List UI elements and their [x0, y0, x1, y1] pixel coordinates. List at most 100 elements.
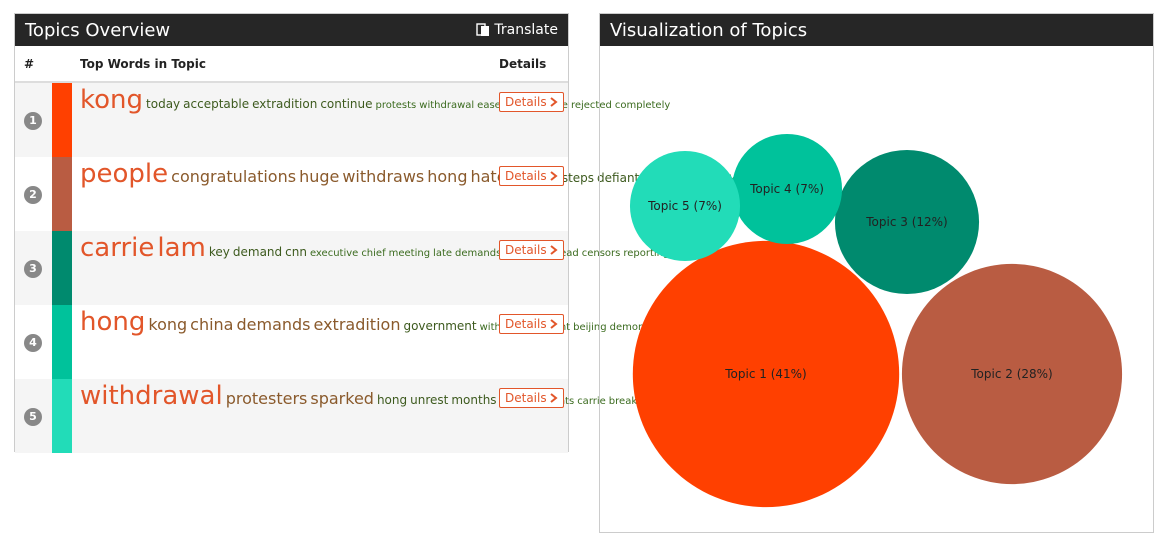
page: Topics Overview Translate # Top Words in…: [14, 13, 1154, 533]
topic-color: [52, 83, 72, 157]
topic-word: hong: [80, 307, 146, 337]
topic-number: 5: [24, 408, 42, 426]
topic-words: carrie lam key demand cnn executive chief meeti…: [80, 235, 669, 265]
topic-word: meeting: [388, 248, 431, 259]
topic-word: demands: [236, 315, 311, 334]
bubble-label: Topic 4 (7%): [749, 182, 824, 196]
bubble-label: Topic 3 (12%): [865, 215, 947, 229]
topic-word: steps: [561, 171, 595, 185]
topic-word: china: [190, 315, 234, 334]
bubble[interactable]: [632, 240, 900, 508]
panel-header: Visualization of Topics: [600, 14, 1153, 46]
viz-panel: Visualization of Topics Topic 1 (41%) Top…: [599, 13, 1154, 533]
chevron-icon: [549, 319, 558, 329]
topic-word: extradition: [313, 315, 401, 334]
details-label: Details: [505, 243, 547, 257]
topic-color: [52, 305, 72, 379]
details-label: Details: [505, 95, 547, 109]
details-button[interactable]: Details: [499, 388, 564, 408]
table-body: 1 kong today acceptable extradition continue p…: [15, 83, 810, 453]
topic-row: 3 carrie lam key demand cnn executive chief meet…: [15, 231, 669, 305]
topic-word: continue: [320, 97, 373, 111]
topic-word: government: [403, 319, 477, 333]
topic-word: months: [451, 393, 497, 407]
topic-word: rejected: [570, 100, 612, 111]
topic-row: 2 people congratulations huge withdraws hong h…: [15, 157, 782, 231]
chevron: [549, 171, 558, 181]
topic-number: 4: [24, 334, 42, 352]
topic-word: censors: [581, 248, 621, 259]
details-button[interactable]: Details: [499, 240, 564, 260]
chevron: [549, 393, 558, 403]
topic-word: protesters: [225, 389, 308, 408]
details-button[interactable]: Details: [499, 314, 564, 334]
topic-word: lam: [157, 233, 206, 263]
translate-label: Translate: [494, 22, 558, 38]
topic-word: kong: [80, 85, 144, 115]
topic-word: unrest: [410, 393, 449, 407]
details-label: Details: [505, 169, 547, 183]
topic-word: completely: [614, 100, 671, 111]
translate-button[interactable]: Translate: [476, 22, 558, 38]
bubble[interactable]: [901, 263, 1123, 485]
topic-row: 4 hong kong china demands extradition governme…: [15, 305, 810, 379]
topic-word: protests: [375, 100, 417, 111]
details-button[interactable]: Details: [499, 166, 564, 186]
topic-row: 5 withdrawal protesters sparked hong unrest mo…: [15, 379, 653, 453]
topic-word: beijing: [573, 322, 607, 333]
chevron-icon: [549, 393, 558, 403]
topic-word: defiant: [597, 171, 640, 185]
topic-word: today: [146, 97, 181, 111]
bubble[interactable]: [731, 133, 843, 245]
topic-word: demand: [232, 245, 283, 259]
topic-word: congratulations: [171, 167, 297, 186]
topics-panel: Topics Overview Translate # Top Words in…: [14, 13, 810, 453]
topic-word: carrie: [80, 233, 155, 263]
topic-color: [52, 231, 72, 305]
header-cell: Top Words in Topic: [80, 56, 206, 71]
topic-number: 2: [24, 186, 42, 204]
topic-word: extradition: [252, 97, 318, 111]
details-label: Details: [505, 317, 547, 331]
topic-word: reporting: [623, 248, 670, 259]
topic-number: 3: [24, 260, 42, 278]
topic-color: [52, 157, 72, 231]
topic-word: cnn: [285, 245, 307, 259]
table-header: # Top Words in Topic Details: [15, 46, 568, 83]
topic-word: carrie: [577, 396, 606, 407]
topic-number: 1: [24, 112, 42, 130]
topic-words: withdrawal protesters sparked hong unrest mon…: [80, 383, 653, 413]
topic-word: acceptable: [183, 97, 250, 111]
topic-word: kong: [148, 315, 188, 334]
topic-word: dead: [553, 248, 579, 259]
chevron: [549, 245, 558, 255]
bubble[interactable]: [834, 149, 980, 295]
topic-word: late: [433, 248, 453, 259]
panel-title: Topics Overview: [25, 19, 171, 41]
bubble-label: Topic 5 (7%): [647, 199, 722, 213]
topic-words: kong today acceptable extradition continue pr…: [80, 87, 670, 117]
topic-row: 1 kong today acceptable extradition continue p…: [15, 83, 670, 157]
topic-word: chief: [361, 248, 386, 259]
topic-word: executive: [309, 248, 359, 259]
topic-words: people congratulations huge withdraws hong ha…: [80, 161, 782, 191]
topic-word: ease: [477, 100, 501, 111]
translate-icon: [476, 23, 490, 36]
topic-word: people: [80, 159, 169, 189]
panel-title: Visualization of Topics: [610, 19, 808, 41]
details-button[interactable]: Details: [499, 92, 564, 112]
bubble-label: Topic 1 (41%): [724, 367, 806, 381]
bubble-chart: Topic 1 (41%) Topic 2 (28%) Topic 3 (12%) T…: [629, 133, 1123, 508]
topic-word: withdrawal: [419, 100, 475, 111]
bubble[interactable]: [629, 150, 741, 262]
chevron-icon: [549, 171, 558, 181]
topic-word: withdrawal: [80, 381, 223, 411]
header-cell: Details: [499, 56, 547, 71]
panel-header: Topics Overview Translate: [15, 14, 568, 46]
chevron: [549, 97, 558, 107]
topic-word: key: [208, 245, 230, 259]
details-label: Details: [505, 391, 547, 405]
topic-words: hong kong china demands extradition governmen…: [80, 309, 810, 339]
chevron-icon: [549, 97, 558, 107]
topic-word: hong: [376, 393, 408, 407]
